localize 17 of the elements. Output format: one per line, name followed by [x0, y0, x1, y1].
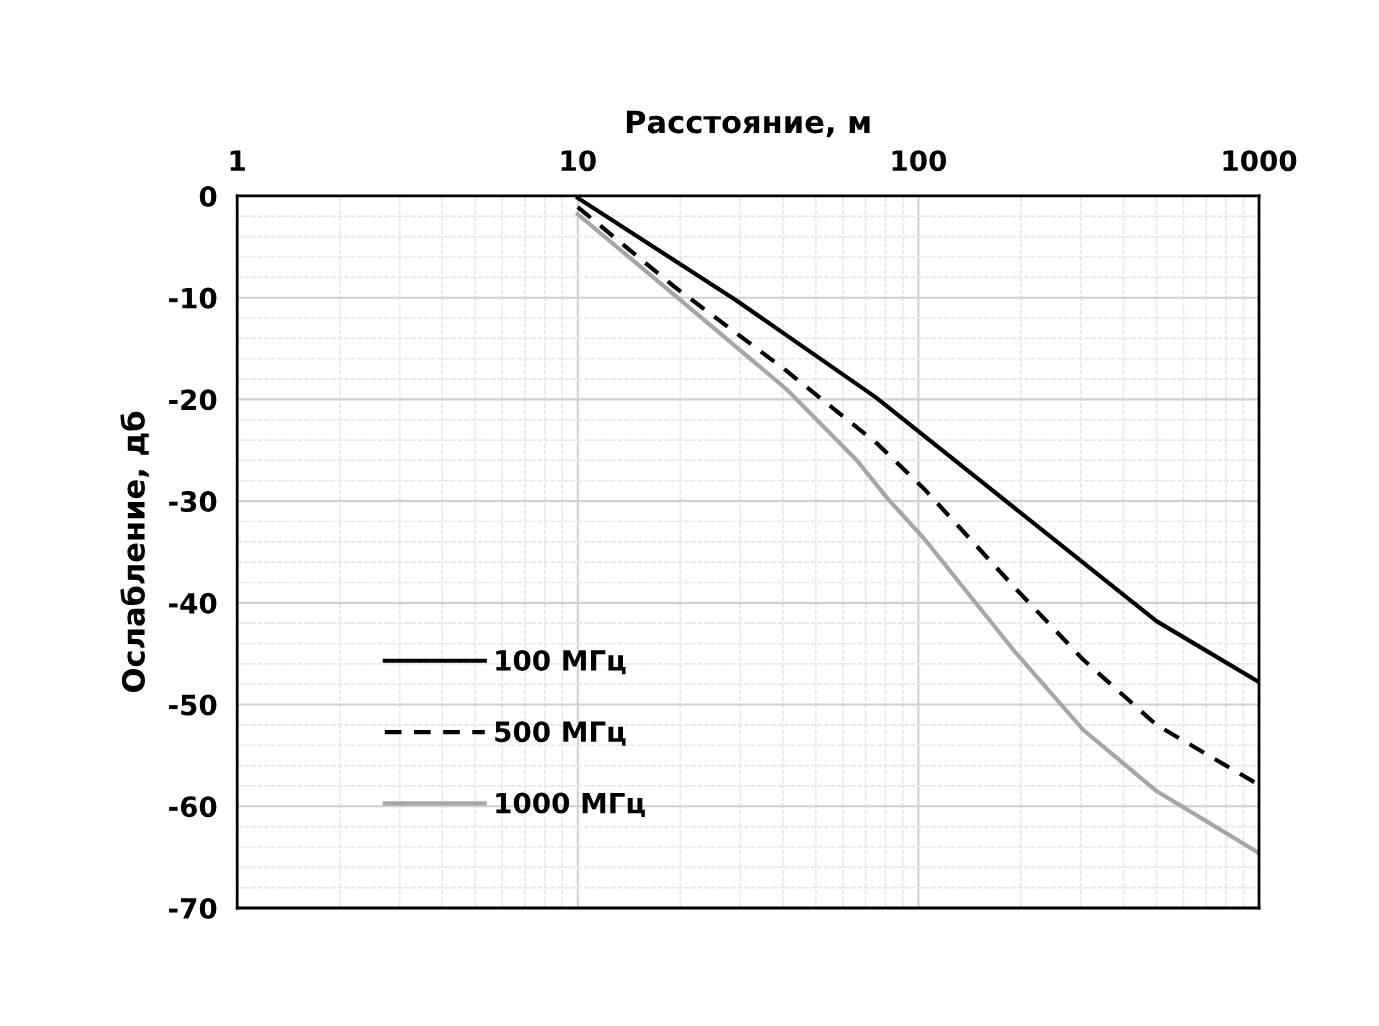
- y-tick-label: -40: [169, 592, 217, 614]
- x-axis-title: Расстояние, м: [626, 110, 870, 138]
- y-tick-label: -20: [169, 389, 217, 411]
- legend-label: 500 МГц: [495, 721, 626, 746]
- x-tick-label: 10: [561, 150, 596, 172]
- x-tick-label: 100: [892, 150, 947, 172]
- legend-label: 1000 МГц: [496, 792, 645, 817]
- x-tick-label: 1: [230, 150, 245, 171]
- y-tick-label: -10: [169, 287, 217, 309]
- y-axis-title: Ослабление, дб: [120, 411, 149, 692]
- y-tick-label: -60: [169, 796, 217, 818]
- legend-label: 100 МГц: [496, 649, 626, 675]
- y-tick-label: -30: [169, 491, 217, 513]
- x-tick-label: 1000: [1223, 150, 1297, 172]
- y-tick-label: -50: [169, 694, 217, 716]
- y-tick-label: -70: [169, 897, 217, 919]
- y-tick-label: 0: [199, 185, 217, 207]
